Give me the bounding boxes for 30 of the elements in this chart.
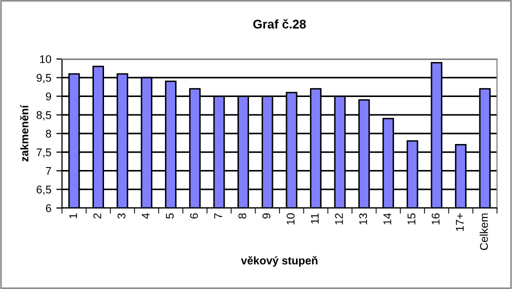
x-tick-label: 8	[238, 213, 246, 219]
y-tick-label: 7	[46, 167, 52, 175]
x-tick-label: 14	[383, 213, 392, 224]
y-tick-label: 7,5	[36, 148, 52, 158]
x-tick-label: 6	[190, 213, 198, 218]
y-tick-label: 9	[46, 92, 52, 100]
x-tick-label: 11	[310, 213, 319, 224]
y-tick-label: 6	[46, 204, 52, 212]
x-tick-label: 9	[262, 213, 270, 219]
x-tick-label: 13	[359, 213, 368, 224]
y-tick-label: 9,5	[36, 74, 52, 84]
y-tick-label: 8,5	[36, 111, 52, 120]
y-tick-label: 8	[46, 130, 52, 138]
x-tick-label: 16	[432, 213, 440, 224]
x-tick-label: 1	[69, 213, 77, 218]
x-tick-label: 15	[408, 213, 416, 224]
x-tick-label: 3	[118, 213, 126, 219]
x-tick-label: 4	[142, 213, 150, 219]
chart-title: Graf č.28	[253, 19, 306, 29]
y-tick-label: 6,5	[36, 186, 52, 195]
x-axis-title: věkový stupeň	[240, 256, 318, 267]
x-tick-label: 10	[286, 213, 295, 224]
x-tick-label: 17+	[456, 213, 464, 231]
x-tick-label: 12	[335, 213, 343, 224]
y-tick-label: 10	[40, 55, 52, 64]
x-tick-label: Celkem	[480, 214, 488, 250]
x-tick-label: 5	[166, 213, 174, 219]
x-tick-label: 2	[93, 213, 102, 218]
x-tick-label: 7	[214, 213, 222, 218]
y-axis-title: zakmenění	[20, 104, 28, 162]
